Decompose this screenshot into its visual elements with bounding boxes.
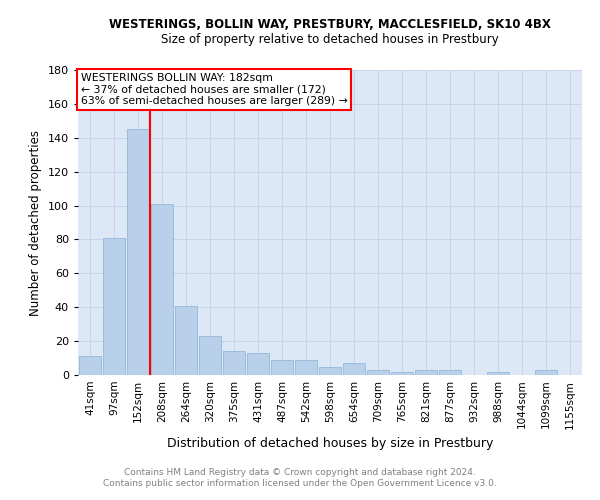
Text: WESTERINGS BOLLIN WAY: 182sqm
← 37% of detached houses are smaller (172)
63% of : WESTERINGS BOLLIN WAY: 182sqm ← 37% of d… [80, 73, 347, 106]
Text: WESTERINGS, BOLLIN WAY, PRESTBURY, MACCLESFIELD, SK10 4BX: WESTERINGS, BOLLIN WAY, PRESTBURY, MACCL… [109, 18, 551, 30]
Bar [175, 306, 197, 375]
Bar [223, 352, 245, 375]
Bar [199, 336, 221, 375]
X-axis label: Distribution of detached houses by size in Prestbury: Distribution of detached houses by size … [167, 437, 493, 450]
Bar [415, 370, 437, 375]
Bar [391, 372, 413, 375]
Bar [319, 366, 341, 375]
Bar [535, 370, 557, 375]
Text: Size of property relative to detached houses in Prestbury: Size of property relative to detached ho… [161, 32, 499, 46]
Text: Contains HM Land Registry data © Crown copyright and database right 2024.
Contai: Contains HM Land Registry data © Crown c… [103, 468, 497, 487]
Bar [343, 363, 365, 375]
Bar [487, 372, 509, 375]
Bar [79, 356, 101, 375]
Bar [367, 370, 389, 375]
Bar [127, 130, 149, 375]
Y-axis label: Number of detached properties: Number of detached properties [29, 130, 42, 316]
Bar [247, 353, 269, 375]
Bar [439, 370, 461, 375]
Bar [271, 360, 293, 375]
Bar [295, 360, 317, 375]
Bar [103, 238, 125, 375]
Bar [151, 204, 173, 375]
